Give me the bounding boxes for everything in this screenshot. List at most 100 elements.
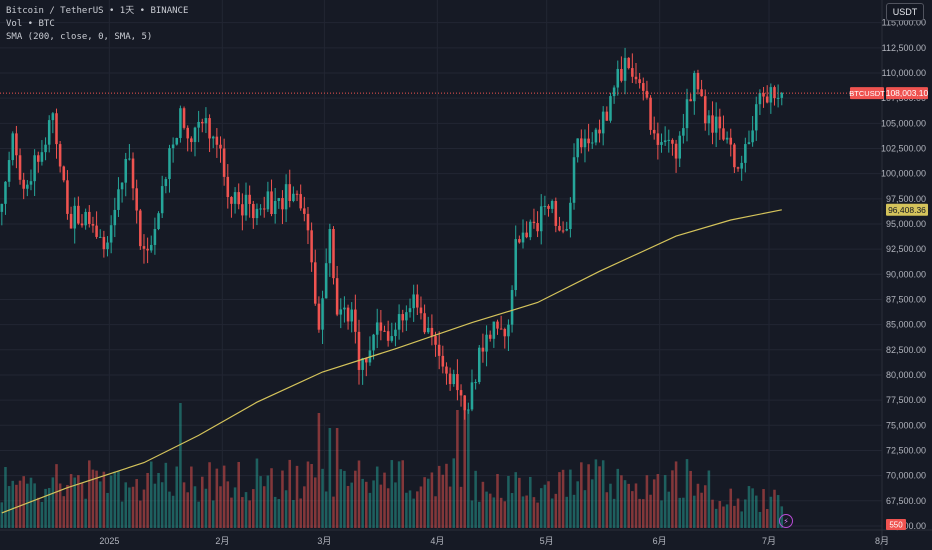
candle-body [299,194,302,209]
volume-bar [44,488,47,528]
candle-body [507,324,510,337]
candle-body [26,184,29,189]
volume-bar [423,477,426,528]
candle-body [441,355,445,367]
candle-body [736,167,740,169]
volume-bar [550,498,554,528]
candle-body [459,390,463,396]
volume-bar [317,413,321,528]
price-tick-label: 100,000.00 [881,169,926,179]
candle-body [711,115,714,133]
time-tick-label: 2月 [215,536,229,546]
volume-bar [623,480,627,528]
candle-body [33,155,36,182]
volume-bar [69,474,73,528]
candle-body [408,308,412,313]
legend-volume[interactable]: Vol • BTC [6,19,55,29]
volume-bar [711,499,714,528]
volume-bar [120,501,124,528]
candle-body [241,204,244,216]
volume-bar [689,470,692,528]
volume-bar [321,468,324,528]
volume-bar [237,461,240,528]
bolt-icon[interactable]: ⚡ [779,514,793,528]
volume-bar [365,481,368,528]
candle-body [62,166,66,181]
candle-body [66,180,69,214]
candle-body [372,334,375,351]
candle-body [561,230,565,232]
volume-bar [164,462,168,528]
candle-body [474,382,477,384]
legend-sma[interactable]: SMA (200, close, 0, SMA, 5) [6,32,153,42]
candle-body [623,57,627,81]
volume-bars [0,403,784,528]
candle-body [7,160,11,182]
candle-body [744,144,747,163]
candle-body [481,347,485,352]
sma-value-tag [886,203,928,216]
candle-body [29,181,33,185]
candle-body [98,236,102,238]
candle-body [186,127,189,139]
candle-body [503,329,507,337]
volume-bar [281,470,284,528]
price-tick-label: 97,500.00 [886,194,926,204]
candle-body [689,99,692,102]
candle-body [252,203,255,219]
volume-bar [284,490,288,528]
currency-button[interactable]: USDT [886,3,924,21]
candle-body [160,186,164,214]
volume-bar [190,466,193,528]
volume-bar [66,485,69,528]
candle-body [375,322,379,335]
volume-bar [448,486,452,528]
candle-body [521,232,525,243]
volume-bar [459,486,463,528]
volume-bar [660,500,663,528]
volume-bar [332,496,335,528]
last-price-tag-label: 108,003.10 [886,88,929,98]
volume-bar [510,493,514,528]
candle-body [168,148,171,180]
candle-body [645,90,649,98]
candle-body [335,278,339,315]
volume-bar [350,482,353,528]
volume-bar [15,484,18,528]
volume-bar [722,506,725,528]
volume-bar [642,499,645,528]
candle-body [426,327,430,333]
volume-bar [663,475,667,528]
volume-bar [106,492,109,528]
candle-body [769,87,773,103]
volume-bar [714,508,718,528]
candle-body [47,120,51,145]
candle-body [488,334,492,339]
volume-bar [521,496,525,528]
volume-bar [539,488,543,528]
volume-bar [58,483,62,528]
volume-bar [649,494,652,528]
candle-body [452,374,456,385]
candle-body [437,344,441,356]
volume-bar [230,497,233,528]
volume-bar [412,498,415,528]
candle-body [306,213,310,231]
volume-bar [26,483,29,528]
candle-body [412,294,415,309]
candle-body [157,213,160,230]
volume-bar [128,487,131,528]
volume-bar [703,485,707,528]
candle-body [303,208,306,214]
volume-bar [204,488,208,528]
volume-bar [88,460,91,528]
price-tick-label: 70,000.00 [886,471,926,481]
legend-title[interactable]: Bitcoin / TetherUS • 1天 • BINANCE [6,6,189,16]
volume-bar [569,469,572,528]
candle-body [248,194,251,204]
candle-body [751,130,754,143]
volume-bar [441,474,445,528]
volume-bar [609,483,612,528]
